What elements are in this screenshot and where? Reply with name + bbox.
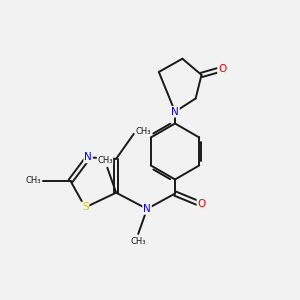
Text: CH₃: CH₃ — [130, 238, 146, 246]
Text: CH₃: CH₃ — [97, 156, 113, 165]
Text: O: O — [197, 200, 206, 209]
Text: CH₃: CH₃ — [26, 176, 41, 185]
Text: N: N — [171, 107, 179, 117]
Text: O: O — [218, 64, 226, 74]
Text: S: S — [82, 202, 88, 212]
Text: CH₃: CH₃ — [135, 127, 151, 136]
Text: N: N — [143, 204, 151, 214]
Text: N: N — [84, 152, 92, 162]
